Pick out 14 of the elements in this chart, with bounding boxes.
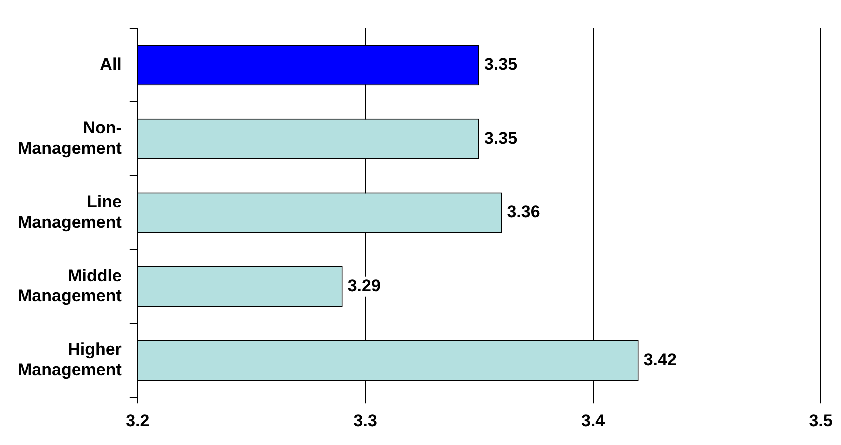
y-tick-label: All	[100, 55, 122, 74]
data-label: 3.35	[484, 55, 518, 74]
y-tick-label: Middle Management	[18, 266, 122, 306]
y-tick-label: Line Management	[18, 192, 122, 232]
y-tick-label: Higher Management	[18, 340, 122, 380]
x-tick-label: 3.4	[581, 411, 606, 430]
x-tick-label: 3.2	[126, 411, 150, 430]
data-label: 3.35	[484, 128, 518, 148]
x-tick-label: 3.5	[809, 411, 833, 430]
data-label: 3.36	[507, 202, 540, 222]
x-tick-label: 3.3	[354, 411, 378, 430]
data-label: 3.29	[348, 276, 381, 296]
data-label: 3.42	[644, 350, 677, 370]
y-tick-label: Non-Management	[18, 118, 122, 158]
